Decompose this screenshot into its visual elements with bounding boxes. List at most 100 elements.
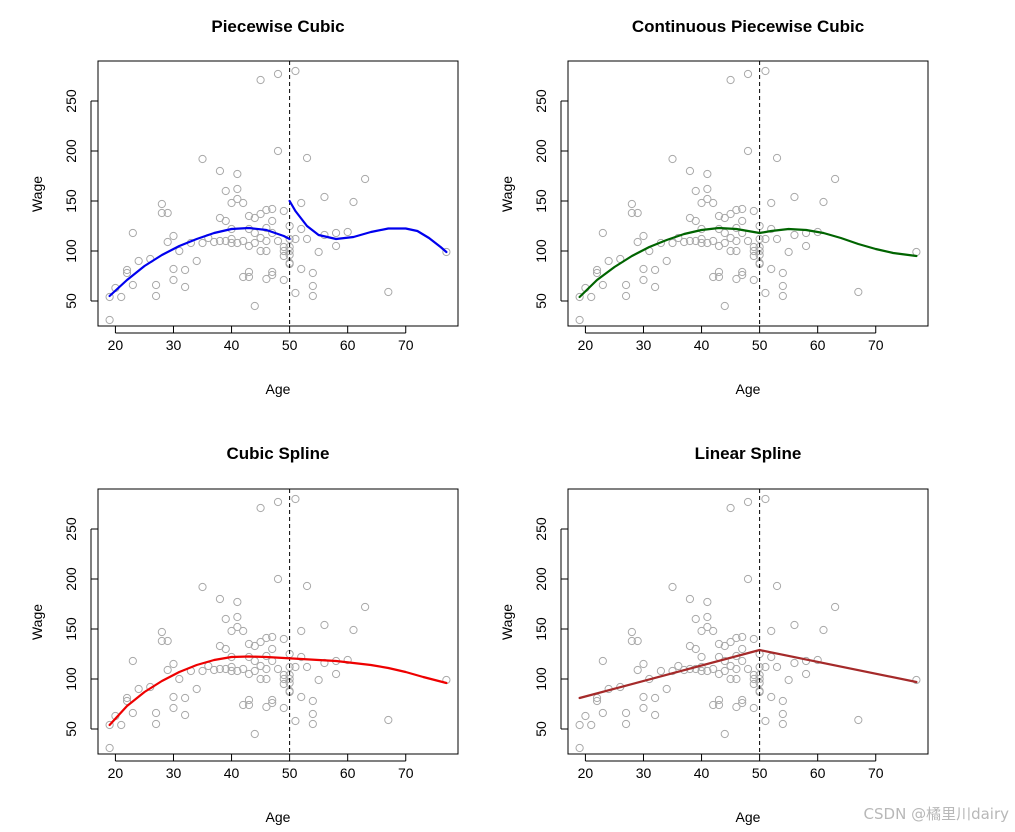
data-point (175, 674, 184, 684)
data-point (912, 247, 921, 257)
data-point (633, 237, 642, 247)
data-point (778, 696, 787, 706)
data-point (639, 659, 648, 669)
data-point (192, 684, 201, 694)
x-tick-label: 50 (752, 337, 768, 353)
data-point (343, 655, 352, 665)
data-point (239, 700, 248, 710)
data-point (250, 213, 259, 223)
data-point (720, 729, 729, 739)
data-point (291, 66, 300, 76)
data-point (308, 281, 317, 291)
data-point (726, 209, 735, 219)
data-point (291, 494, 300, 504)
data-point (761, 494, 770, 504)
y-tick-label: 100 (533, 667, 549, 691)
data-point (262, 205, 271, 215)
data-point (221, 216, 230, 226)
data-point (297, 652, 306, 662)
data-point (668, 154, 677, 164)
data-point (233, 194, 242, 204)
data-point (743, 236, 753, 246)
y-tick-label: 100 (63, 239, 79, 263)
data-point (732, 274, 741, 284)
data-point (308, 268, 317, 278)
data-point (738, 267, 747, 277)
y-tick-label: 50 (63, 721, 79, 737)
data-point (685, 166, 695, 176)
data-point (210, 665, 219, 675)
data-point (256, 75, 265, 85)
y-tick-label: 50 (63, 293, 79, 309)
data-point (819, 197, 828, 207)
data-point (122, 268, 132, 278)
data-point (697, 238, 706, 248)
data-point (151, 280, 161, 290)
panel-linear-spline: Linear Spline 20 30 40 50 60 70 50 100 150 200 250 A… (499, 444, 929, 825)
data-point (250, 238, 259, 248)
data-point (239, 198, 248, 208)
data-point (703, 597, 712, 607)
data-point (714, 639, 724, 649)
x-axis-label: Age (736, 381, 761, 397)
data-point (587, 720, 596, 730)
x-tick-label: 50 (752, 765, 768, 781)
data-point (279, 206, 288, 216)
data-point (122, 693, 132, 703)
y-tick-label: 200 (533, 567, 549, 591)
data-point (772, 234, 782, 244)
data-point (656, 666, 666, 676)
data-point (227, 234, 236, 244)
data-point (738, 204, 747, 214)
data-point (726, 674, 735, 684)
data-point (633, 636, 642, 646)
data-point (790, 192, 799, 202)
data-point (244, 272, 254, 282)
y-tick-label: 200 (63, 567, 79, 591)
data-point (331, 228, 341, 238)
data-point (268, 270, 277, 280)
y-tick-label: 250 (63, 517, 79, 541)
data-point (709, 236, 718, 246)
data-point (297, 224, 306, 234)
data-point (621, 280, 631, 290)
x-tick-label: 40 (224, 337, 240, 353)
data-point (738, 216, 747, 226)
data-point (598, 280, 607, 290)
data-point (592, 696, 602, 706)
data-point (784, 247, 793, 257)
data-point (668, 666, 677, 676)
data-point (349, 625, 358, 635)
data-point (749, 634, 758, 644)
data-point (575, 743, 584, 753)
data-point (761, 234, 770, 244)
data-point (749, 703, 758, 713)
data-point (639, 264, 648, 274)
data-point (233, 238, 242, 248)
data-point (714, 211, 724, 221)
data-point (320, 192, 329, 202)
data-point (279, 251, 288, 261)
y-tick-label: 150 (63, 617, 79, 641)
data-point (244, 695, 254, 705)
data-point (738, 632, 747, 642)
data-point (592, 265, 602, 275)
data-point (239, 664, 248, 674)
data-point (268, 204, 277, 214)
data-point (784, 675, 793, 685)
data-point (163, 237, 172, 247)
data-point (151, 708, 161, 718)
data-point (180, 693, 190, 703)
data-point (163, 665, 172, 675)
data-point (314, 675, 323, 685)
data-point (726, 246, 735, 256)
data-point (709, 700, 718, 710)
data-point (215, 664, 225, 674)
data-point (291, 716, 300, 726)
data-point (244, 267, 254, 277)
data-point (581, 711, 590, 721)
data-point (244, 639, 254, 649)
data-point (285, 674, 294, 684)
data-point (273, 146, 283, 156)
data-point (157, 636, 166, 646)
